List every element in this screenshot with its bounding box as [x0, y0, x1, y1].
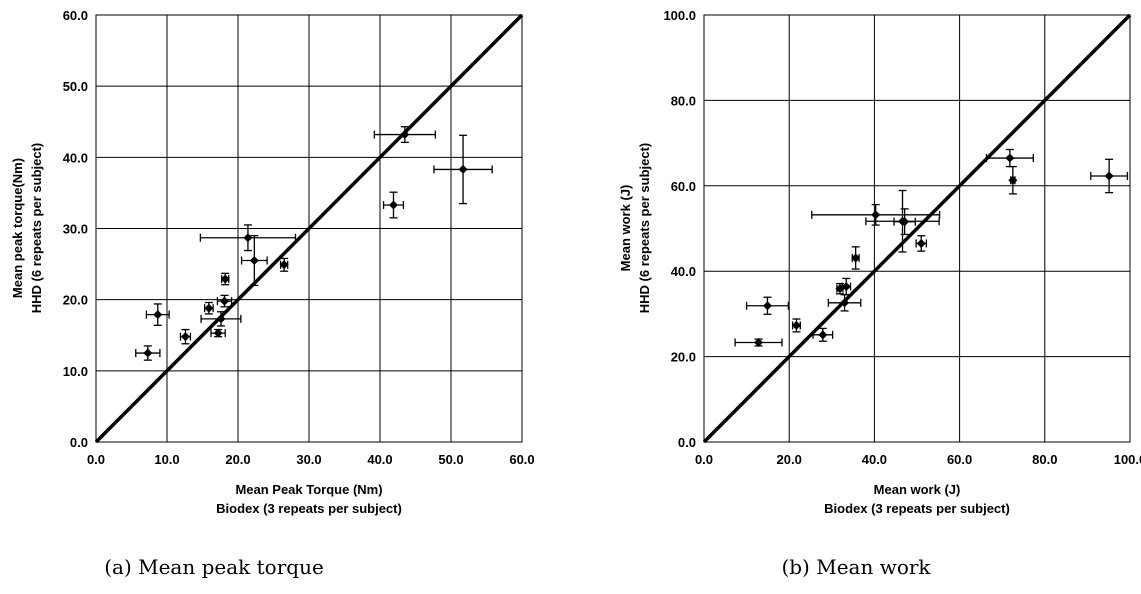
- x-tick-label: 80.0: [1032, 452, 1057, 467]
- diamond-marker: [754, 338, 764, 348]
- data-point: [841, 277, 852, 296]
- y-tick-label: 20.0: [671, 350, 696, 365]
- data-point: [179, 328, 192, 345]
- data-point: [210, 328, 226, 338]
- y-axis-label: Mean peak torque(Nm): [10, 158, 25, 298]
- y-tick-label: 60.0: [671, 179, 696, 194]
- diamond-marker: [871, 210, 881, 220]
- y-axis-sublabel: HHD (6 repeats per subject): [637, 143, 652, 314]
- identity-line: [94, 13, 524, 444]
- diamond-marker: [1008, 175, 1018, 185]
- diamond-marker: [1104, 171, 1114, 181]
- data-point: [812, 327, 834, 342]
- diamond-marker: [143, 348, 153, 358]
- diamond-marker: [249, 256, 259, 266]
- data-point: [145, 303, 170, 326]
- x-tick-label: 100.0: [1114, 452, 1141, 467]
- data-point: [203, 301, 214, 315]
- diamond-marker: [1005, 153, 1015, 163]
- data-point: [220, 272, 230, 286]
- plot-frame: [703, 14, 1131, 443]
- y-tick-label: 80.0: [671, 93, 696, 108]
- data-point: [1090, 158, 1129, 194]
- y-tick-label: 50.0: [63, 79, 88, 94]
- diamond-marker: [180, 332, 190, 342]
- x-tick-label: 0.0: [695, 452, 713, 467]
- diamond-marker: [916, 238, 926, 248]
- x-axis-label: Mean Peak Torque (Nm): [235, 482, 382, 497]
- figure-caption: (b) Mean work: [781, 555, 931, 579]
- y-tick-label: 40.0: [63, 150, 88, 165]
- diamond-marker: [153, 310, 163, 320]
- x-tick-label: 10.0: [154, 452, 179, 467]
- data-point: [745, 296, 789, 315]
- diamond-marker: [216, 314, 226, 324]
- chart-panel-b: 0.0 20.0 40.0 60.0 80.0 100.0 0.0 20.0 40.0 60.0 8…: [618, 8, 1141, 579]
- data-point: [373, 126, 437, 144]
- y-tick-label: 100.0: [663, 8, 696, 23]
- y-axis-label-group: Mean work (J) HHD (6 repeats per subject): [618, 143, 652, 314]
- y-tick-label: 60.0: [63, 8, 88, 23]
- x-tick-label: 50.0: [438, 452, 463, 467]
- plot-frame: [95, 14, 523, 443]
- diamond-marker: [213, 328, 223, 338]
- diamond-marker: [220, 274, 230, 284]
- identity-line: [702, 13, 1132, 444]
- chart-panel-a: 0.0 10.0 20.0 30.0 40.0 50.0 60.0 0.0 10.0 20.0 30…: [10, 8, 535, 579]
- diamond-marker: [458, 164, 468, 174]
- x-tick-label: 0.0: [87, 452, 105, 467]
- x-tick-label: 30.0: [296, 452, 321, 467]
- diamond-marker: [818, 330, 828, 340]
- y-tick-label: 0.0: [70, 435, 88, 450]
- x-axis-sublabel: Biodex (3 repeats per subject): [824, 501, 1010, 516]
- diamond-marker: [243, 233, 253, 243]
- data-point: [791, 318, 801, 333]
- diamond-marker: [900, 217, 910, 227]
- diamond-marker: [204, 303, 214, 313]
- diamond-marker: [840, 298, 850, 308]
- x-axis-sublabel: Biodex (3 repeats per subject): [216, 501, 402, 516]
- y-axis-label-group: Mean peak torque(Nm) HHD (6 repeats per s…: [10, 143, 44, 314]
- diamond-marker: [220, 296, 230, 306]
- data-point: [734, 338, 783, 348]
- x-tick-label: 40.0: [862, 452, 887, 467]
- y-tick-label: 30.0: [63, 222, 88, 237]
- x-tick-label: 60.0: [509, 452, 534, 467]
- diamond-marker: [841, 282, 851, 292]
- x-axis-label: Mean work (J): [874, 482, 961, 497]
- data-point: [811, 203, 941, 226]
- y-tick-label: 40.0: [671, 264, 696, 279]
- diamond-marker: [388, 200, 398, 210]
- data-point: [279, 257, 289, 272]
- diamond-marker: [400, 130, 410, 140]
- y-tick-label: 10.0: [63, 364, 88, 379]
- diamond-marker: [279, 260, 289, 270]
- data-point: [199, 224, 297, 252]
- data-point: [433, 134, 493, 205]
- y-axis-sublabel: HHD (6 repeats per subject): [29, 143, 44, 314]
- data-point: [851, 246, 861, 270]
- x-tick-label: 40.0: [367, 452, 392, 467]
- diamond-marker: [851, 253, 861, 263]
- data-point: [893, 208, 916, 236]
- y-tick-label: 0.0: [678, 435, 696, 450]
- data-point: [915, 235, 928, 252]
- data-point: [216, 294, 233, 308]
- x-tick-label: 60.0: [947, 452, 972, 467]
- data-point: [827, 294, 862, 312]
- data-point: [200, 311, 242, 327]
- data-point: [240, 234, 268, 287]
- data-point: [135, 345, 161, 361]
- diamond-marker: [762, 301, 772, 311]
- data-point: [382, 191, 405, 219]
- diamond-marker: [791, 320, 801, 330]
- x-tick-label: 20.0: [225, 452, 250, 467]
- y-tick-label: 20.0: [63, 293, 88, 308]
- y-axis-label: Mean work (J): [618, 185, 633, 272]
- figure-caption: (a) Mean peak torque: [104, 555, 324, 579]
- data-point: [835, 282, 845, 295]
- x-tick-label: 20.0: [777, 452, 802, 467]
- data-point: [1008, 165, 1018, 195]
